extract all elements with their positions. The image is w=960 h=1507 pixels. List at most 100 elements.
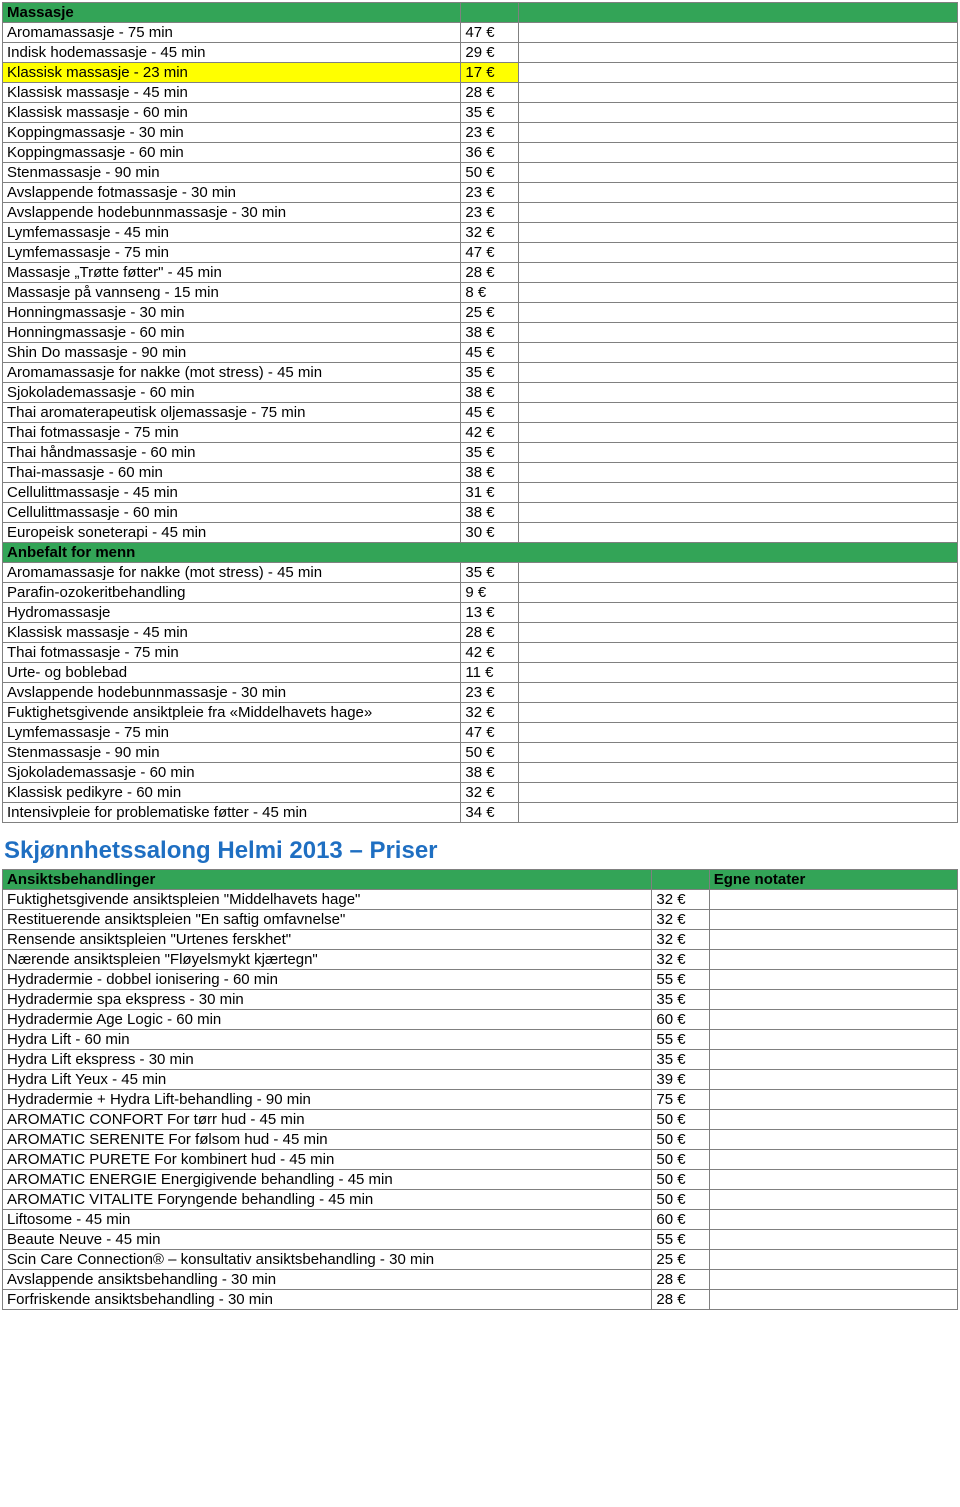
service-name: Avslappende hodebunnmassasje - 30 min (3, 203, 461, 223)
notes-cell (518, 283, 957, 303)
service-price: 38 € (461, 323, 518, 343)
notes-cell (518, 223, 957, 243)
service-name: Stenmassasje - 90 min (3, 743, 461, 763)
service-price: 31 € (461, 483, 518, 503)
service-name: Klassisk massasje - 45 min (3, 623, 461, 643)
service-price: 36 € (461, 143, 518, 163)
service-price: 50 € (652, 1130, 709, 1150)
service-name: Urte- og boblebad (3, 663, 461, 683)
notes-cell (709, 1230, 957, 1250)
service-name: Honningmassasje - 30 min (3, 303, 461, 323)
notes-cell (709, 1290, 957, 1310)
service-name: Thai-massasje - 60 min (3, 463, 461, 483)
service-price: 35 € (461, 103, 518, 123)
service-name: Fuktighetsgivende ansiktpleie fra «Midde… (3, 703, 461, 723)
section-header-spacer (652, 870, 709, 890)
service-price: 55 € (652, 1230, 709, 1250)
service-name: Hydradermie Age Logic - 60 min (3, 1010, 652, 1030)
service-name: Forfriskende ansiktsbehandling - 30 min (3, 1290, 652, 1310)
service-name: Aromamassasje - 75 min (3, 23, 461, 43)
service-name: Fuktighetsgivende ansiktspleien "Middelh… (3, 890, 652, 910)
service-name: AROMATIC ENERGIE Energigivende behandlin… (3, 1170, 652, 1190)
service-price: 28 € (461, 83, 518, 103)
notes-cell (709, 1010, 957, 1030)
notes-cell (518, 43, 957, 63)
service-name: Hydromassasje (3, 603, 461, 623)
notes-cell (518, 483, 957, 503)
price-table-2: AnsiktsbehandlingerEgne notaterFuktighet… (2, 869, 958, 1310)
service-name: Avslappende fotmassasje - 30 min (3, 183, 461, 203)
notes-cell (709, 890, 957, 910)
service-name: Scin Care Connection® – konsultativ ansi… (3, 1250, 652, 1270)
service-price: 32 € (461, 703, 518, 723)
service-price: 38 € (461, 503, 518, 523)
service-name: AROMATIC SERENITE For følsom hud - 45 mi… (3, 1130, 652, 1150)
service-price: 38 € (461, 383, 518, 403)
service-name: Hydra Lift ekspress - 30 min (3, 1050, 652, 1070)
service-price: 47 € (461, 723, 518, 743)
service-price: 60 € (652, 1210, 709, 1230)
notes-cell (518, 583, 957, 603)
notes-cell (518, 423, 957, 443)
service-price: 32 € (652, 950, 709, 970)
notes-cell (518, 63, 957, 83)
service-name: Avslappende hodebunnmassasje - 30 min (3, 683, 461, 703)
service-price: 28 € (461, 263, 518, 283)
notes-cell (709, 1170, 957, 1190)
notes-cell (518, 123, 957, 143)
service-name: Beaute Neuve - 45 min (3, 1230, 652, 1250)
service-price: 25 € (461, 303, 518, 323)
service-name: Klassisk pedikyre - 60 min (3, 783, 461, 803)
notes-cell (518, 343, 957, 363)
service-name: Restituerende ansiktspleien "En saftig o… (3, 910, 652, 930)
service-name: Avslappende ansiktsbehandling - 30 min (3, 1270, 652, 1290)
service-price: 39 € (652, 1070, 709, 1090)
notes-cell (709, 1070, 957, 1090)
notes-cell (518, 383, 957, 403)
service-name: Sjokolademassasje - 60 min (3, 383, 461, 403)
service-price: 50 € (652, 1190, 709, 1210)
notes-cell (518, 563, 957, 583)
service-name: AROMATIC VITALITE Foryngende behandling … (3, 1190, 652, 1210)
service-name: Hydra Lift - 60 min (3, 1030, 652, 1050)
service-name: Europeisk soneterapi - 45 min (3, 523, 461, 543)
service-price: 23 € (461, 203, 518, 223)
notes-cell (709, 950, 957, 970)
service-price: 38 € (461, 463, 518, 483)
service-price: 25 € (652, 1250, 709, 1270)
service-price: 28 € (652, 1290, 709, 1310)
service-price: 45 € (461, 403, 518, 423)
notes-cell (518, 303, 957, 323)
service-price: 38 € (461, 763, 518, 783)
notes-cell (709, 970, 957, 990)
notes-cell (709, 1090, 957, 1110)
service-name: Indisk hodemassasje - 45 min (3, 43, 461, 63)
notes-cell (518, 363, 957, 383)
service-price: 35 € (461, 363, 518, 383)
service-price: 55 € (652, 970, 709, 990)
notes-cell (518, 163, 957, 183)
notes-cell (518, 143, 957, 163)
notes-cell (518, 243, 957, 263)
service-name: Thai fotmassasje - 75 min (3, 643, 461, 663)
service-price: 60 € (652, 1010, 709, 1030)
service-name: Shin Do massasje - 90 min (3, 343, 461, 363)
notes-cell (709, 1030, 957, 1050)
notes-cell (709, 910, 957, 930)
service-name: Aromamassasje for nakke (mot stress) - 4… (3, 563, 461, 583)
service-price: 32 € (652, 910, 709, 930)
service-price: 32 € (461, 783, 518, 803)
notes-cell (518, 603, 957, 623)
service-price: 17 € (461, 63, 518, 83)
service-price: 32 € (652, 890, 709, 910)
service-name: Klassisk massasje - 23 min (3, 63, 461, 83)
service-price: 28 € (652, 1270, 709, 1290)
service-name: AROMATIC CONFORT For tørr hud - 45 min (3, 1110, 652, 1130)
notes-cell (518, 763, 957, 783)
service-price: 50 € (652, 1110, 709, 1130)
service-price: 50 € (652, 1150, 709, 1170)
notes-cell (518, 703, 957, 723)
notes-cell (518, 403, 957, 423)
notes-cell (709, 1270, 957, 1290)
notes-cell (709, 1250, 957, 1270)
